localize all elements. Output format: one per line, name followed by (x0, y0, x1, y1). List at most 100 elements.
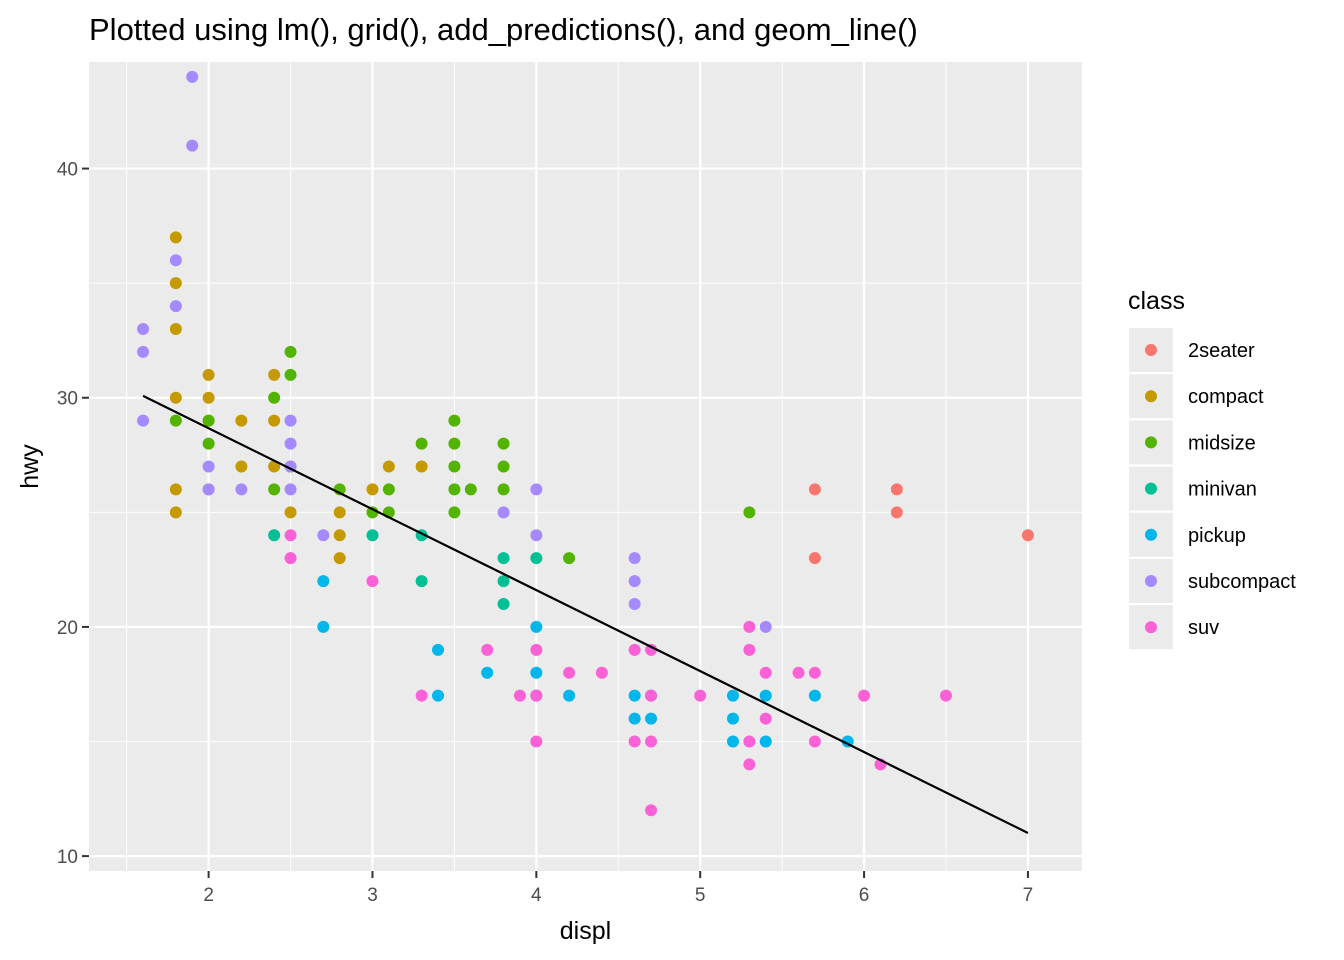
data-point (1021, 529, 1034, 542)
data-point (497, 506, 510, 519)
data-point (481, 666, 494, 679)
data-point (415, 437, 428, 450)
data-point (808, 552, 821, 565)
data-point (202, 460, 215, 473)
legend-item-2seater: 2seater (1129, 328, 1255, 372)
data-point (497, 437, 510, 450)
data-point (235, 414, 248, 427)
data-point (645, 735, 658, 748)
data-point (759, 735, 772, 748)
data-point (317, 529, 330, 542)
legend-item-suv: suv (1129, 605, 1219, 650)
y-tick-label: 30 (57, 389, 78, 410)
legend-key-point (1145, 344, 1157, 356)
data-point (284, 345, 297, 358)
data-point (137, 414, 150, 427)
data-point (333, 529, 346, 542)
data-point (497, 460, 510, 473)
data-point (645, 643, 658, 656)
data-point (268, 368, 281, 381)
data-point (563, 552, 576, 565)
data-point (415, 460, 428, 473)
data-point (530, 552, 543, 565)
data-point (530, 735, 543, 748)
legend-items: 2seater compact midsize minivan pickup subcom… (1129, 328, 1296, 650)
data-point (202, 368, 215, 381)
data-point (759, 666, 772, 679)
data-point (645, 804, 658, 817)
data-point (366, 575, 379, 588)
legend-label: midsize (1188, 432, 1256, 454)
data-point (743, 643, 756, 656)
data-point (202, 437, 215, 450)
data-point (448, 483, 461, 496)
data-point (366, 483, 379, 496)
legend-key-point (1145, 528, 1157, 541)
data-point (726, 689, 739, 702)
y-axis: 10 20 30 40 (57, 160, 89, 868)
data-point (645, 689, 658, 702)
data-point (284, 529, 297, 542)
data-point (284, 414, 297, 427)
data-point (808, 666, 821, 679)
data-point (169, 254, 182, 267)
data-point (268, 529, 281, 542)
legend-item-midsize: midsize (1129, 420, 1256, 465)
data-point (858, 689, 871, 702)
data-point (448, 437, 461, 450)
legend-label: compact (1188, 386, 1264, 408)
data-point (448, 460, 461, 473)
data-point (202, 414, 215, 427)
data-point (808, 483, 821, 496)
data-point (382, 483, 395, 496)
data-point (366, 529, 379, 542)
data-point (169, 231, 182, 244)
data-point (890, 506, 903, 519)
data-point (694, 689, 707, 702)
data-point (464, 483, 477, 496)
y-tick-label: 20 (57, 618, 78, 639)
data-point (530, 620, 543, 633)
y-axis-title: hwy (16, 444, 44, 489)
legend-label: pickup (1188, 525, 1246, 547)
data-point (726, 735, 739, 748)
data-point (284, 483, 297, 496)
data-point (759, 712, 772, 725)
data-point (530, 666, 543, 679)
data-point (448, 414, 461, 427)
data-point (628, 643, 641, 656)
x-tick-label: 5 (695, 885, 706, 906)
data-point (284, 552, 297, 565)
x-tick-label: 3 (367, 885, 378, 906)
fit-line-layer (142, 394, 1029, 834)
data-point (497, 598, 510, 611)
data-point (645, 712, 658, 725)
data-point (530, 689, 543, 702)
legend-label: subcompact (1188, 571, 1296, 593)
data-point (415, 575, 428, 588)
x-tick-label: 2 (203, 885, 214, 906)
data-point (530, 529, 543, 542)
plot-panel (89, 62, 1082, 871)
series-subcompact (137, 70, 772, 633)
data-point (235, 460, 248, 473)
data-point (448, 506, 461, 519)
data-point (628, 712, 641, 725)
data-point (137, 345, 150, 358)
data-point (415, 689, 428, 702)
data-point (169, 322, 182, 335)
data-point (202, 391, 215, 404)
data-point (432, 689, 445, 702)
fit-line (142, 394, 1029, 834)
data-point (268, 460, 281, 473)
legend-key-point (1145, 436, 1157, 449)
series-2seater (808, 483, 1034, 565)
data-point (235, 483, 248, 496)
legend-label: suv (1188, 617, 1219, 639)
data-point (169, 391, 182, 404)
data-point (382, 460, 395, 473)
data-point (366, 506, 379, 519)
legend-item-subcompact: subcompact (1129, 559, 1296, 603)
